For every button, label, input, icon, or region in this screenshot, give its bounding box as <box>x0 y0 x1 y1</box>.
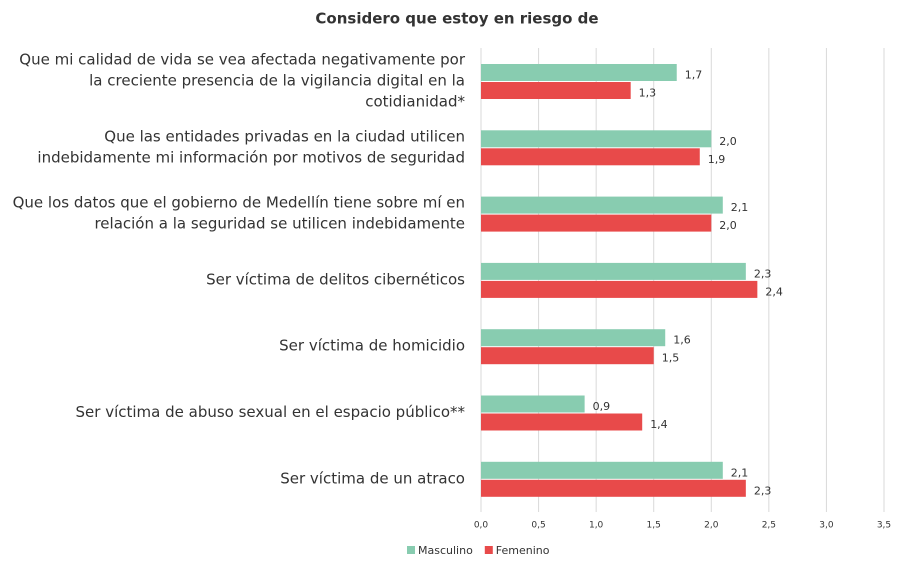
category-label: relación a la seguridad se utilicen inde… <box>94 215 465 233</box>
legend-swatch <box>407 546 415 554</box>
bar <box>481 479 746 497</box>
x-tick-label: 0,5 <box>531 521 545 531</box>
value-label: 1,4 <box>650 418 668 431</box>
value-label: 2,0 <box>719 135 737 148</box>
bar <box>481 329 666 347</box>
value-label: 1,7 <box>685 69 703 82</box>
legend-swatch <box>484 546 493 554</box>
value-label: 0,9 <box>593 400 611 413</box>
bar <box>481 280 758 298</box>
category-label: Ser víctima de abuso sexual en el espaci… <box>76 403 466 421</box>
category-label: Que los datos que el gobierno de Medellí… <box>13 194 465 212</box>
category-label: Que mi calidad de vida se vea afectada n… <box>19 51 466 69</box>
bar <box>481 148 700 166</box>
bar <box>481 64 677 81</box>
bar <box>481 214 712 232</box>
value-label: 1,9 <box>708 153 726 166</box>
value-label: 2,0 <box>719 219 737 232</box>
category-label: Ser víctima de homicidio <box>279 337 465 355</box>
value-label: 1,5 <box>662 352 680 365</box>
bar <box>481 196 723 214</box>
value-label: 2,4 <box>765 285 783 298</box>
category-label: la creciente presencia de la vigilancia … <box>89 72 465 90</box>
value-label: 1,6 <box>673 334 691 347</box>
bar <box>481 82 631 99</box>
x-tick-label: 2,0 <box>704 521 719 531</box>
bar <box>481 413 643 431</box>
bar <box>481 395 585 413</box>
bar <box>481 347 654 365</box>
bar <box>481 130 712 148</box>
bar <box>481 262 746 280</box>
x-tick-label: 2,5 <box>762 521 776 531</box>
category-label: indebidamente mi información por motivos… <box>37 148 465 166</box>
value-label: 1,3 <box>639 87 657 100</box>
x-tick-label: 3,5 <box>877 521 891 531</box>
bar <box>481 461 723 479</box>
category-label: Ser víctima de un atraco <box>280 469 465 487</box>
x-tick-label: 3,0 <box>819 521 834 531</box>
category-label: cotidianidad* <box>365 93 465 111</box>
legend-label: Masculino <box>418 544 473 557</box>
x-tick-label: 1,5 <box>647 521 661 531</box>
category-label: Que las entidades privadas en la ciudad … <box>104 127 465 145</box>
value-label: 2,3 <box>754 267 772 280</box>
value-label: 2,3 <box>754 484 772 497</box>
value-label: 2,1 <box>731 201 749 214</box>
x-tick-label: 0,0 <box>474 521 489 531</box>
value-label: 2,1 <box>731 466 749 479</box>
legend-label: Femenino <box>496 544 550 557</box>
chart-title: Considero que estoy en riesgo de <box>315 10 598 28</box>
category-label: Ser víctima de delitos cibernéticos <box>206 270 465 288</box>
x-tick-label: 1,0 <box>589 521 604 531</box>
